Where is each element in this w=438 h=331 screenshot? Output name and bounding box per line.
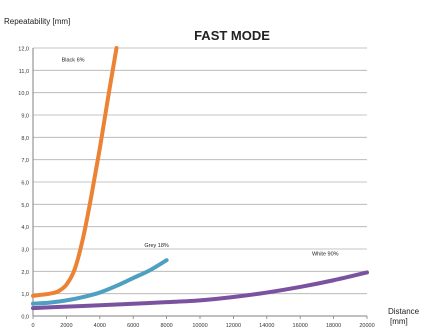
series-annotation: White 90% <box>312 252 339 258</box>
y-tick-label: 6,0 <box>21 181 29 187</box>
series-annotations: Black 6% Grey 18% White 90% <box>62 57 339 257</box>
y-tick-label: 9,0 <box>21 114 29 120</box>
chart-title: FAST MODE <box>194 28 270 43</box>
x-tick-label: 4000 <box>94 323 106 329</box>
y-tick-label: 11,0 <box>19 69 29 75</box>
x-tick-label: 0 <box>31 323 34 329</box>
x-tick-label: 20000 <box>359 323 374 329</box>
x-tick-label: 14000 <box>259 323 274 329</box>
x-tick-label: 16000 <box>293 323 308 329</box>
y-tick-label: 12,0 <box>18 47 29 53</box>
x-axis-label: Distance <box>388 307 420 316</box>
x-tick-label: 6000 <box>127 323 139 329</box>
x-tick-label: 2000 <box>60 323 72 329</box>
series-annotation: Grey 18% <box>144 243 169 249</box>
y-tick-label: 5,0 <box>21 203 29 209</box>
y-tick-label: 2,0 <box>21 270 29 276</box>
y-tick-label: 7,0 <box>21 158 29 164</box>
x-axis-unit-label: [mm] <box>390 317 408 326</box>
y-tick-label: 3,0 <box>21 248 29 254</box>
y-tick-label: 1,0 <box>21 292 29 298</box>
x-tick-label: 8000 <box>160 323 172 329</box>
series-line-grey-18 <box>31 258 169 306</box>
y-tick-label: 4,0 <box>21 225 29 231</box>
x-tick-label: 12000 <box>226 323 241 329</box>
x-tick-label: 10000 <box>192 323 207 329</box>
grid <box>33 47 367 295</box>
series-line-white-90 <box>31 270 369 311</box>
y-tick-label: 8,0 <box>21 136 29 142</box>
axes <box>32 48 368 319</box>
y-tick-label: 0,0 <box>21 315 29 321</box>
y-tick-label: 10,0 <box>18 91 29 97</box>
x-tick-label: 18000 <box>326 323 341 329</box>
tick-labels: 0,0 1,0 2,0 3,0 4,0 5,0 6,0 7,0 8,0 9,0 10,0 11,0 12… <box>18 47 374 330</box>
y-axis-label: Repeatability [mm] <box>4 17 70 26</box>
series-annotation: Black 6% <box>62 57 85 63</box>
series-lines <box>31 46 369 311</box>
series-line-black-6 <box>31 46 119 298</box>
